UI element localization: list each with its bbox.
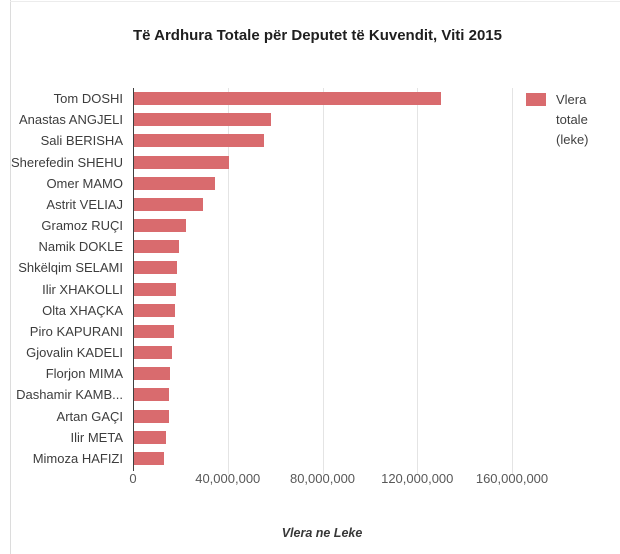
gridline [322,88,324,474]
y-axis-label: Namik DOKLE [38,239,123,255]
y-axis-label: Ilir META [70,429,123,445]
y-axis-label: Dashamir KAMB... [16,387,123,403]
chart-row: Shkëlqim SELAMI [0,257,620,278]
chart-row: Tom DOSHI [0,88,620,109]
chart-row: Olta XHAÇKA [0,300,620,321]
x-tick-label: 120,000,000 [381,471,454,486]
y-axis-label: Mimoza HAFIZI [32,450,123,466]
widget-left-border [10,0,11,554]
y-axis-label: Omer MAMO [46,175,123,191]
chart-row: Sali BERISHA [0,130,620,151]
bar[interactable] [134,451,165,465]
bar[interactable] [134,282,177,296]
x-tick-label: 40,000,000 [195,471,261,486]
bar[interactable] [134,197,203,211]
y-axis-label: Sherefedin SHEHU [11,154,123,170]
gridline [227,88,229,474]
legend-swatch [526,93,546,106]
chart-row: Dashamir KAMB... [0,384,620,405]
bar[interactable] [134,388,170,402]
chart-row: Gramoz RUÇI [0,215,620,236]
bar[interactable] [134,303,175,317]
bar[interactable] [134,134,265,148]
bar[interactable] [134,240,179,254]
y-axis-label: Gjovalin KADELI [26,345,123,360]
bar[interactable] [134,367,171,381]
x-axis-title: Vlera ne Leke [281,526,363,540]
bar[interactable] [134,324,175,338]
widget-top-border [10,1,620,2]
gridline [417,88,419,474]
bar[interactable] [134,92,441,105]
chart-title: Të Ardhura Totale për Deputet të Kuvendi… [133,27,502,44]
x-tick-label: 0 [129,471,137,486]
y-axis-label: Tom DOSHI [53,91,123,106]
chart-row: Ilir XHAKOLLI [0,279,620,300]
y-axis-label: Artan GAÇI [56,408,123,424]
chart-row: Mimoza HAFIZI [0,448,620,469]
y-axis-label: Piro KAPURANI [29,323,123,339]
y-axis-label: Shkëlqim SELAMI [18,260,123,276]
gridline [512,88,513,474]
chart-row: Artan GAÇI [0,406,620,427]
y-axis-line [133,88,134,471]
chart-row: Gjovalin KADELI [0,342,620,363]
chart-row: Piro KAPURANI [0,321,620,342]
bar[interactable] [134,346,172,359]
y-axis-label: Florjon MIMA [45,366,123,382]
y-axis-label: Astrit VELIAJ [46,196,123,212]
x-tick-label: 160,000,000 [475,471,549,486]
x-tick-label: 80,000,000 [289,471,356,486]
bar[interactable] [134,155,229,169]
chart-row: Florjon MIMA [0,363,620,384]
bar[interactable] [134,430,166,444]
bar[interactable] [134,113,272,127]
bar[interactable] [134,409,169,423]
chart-row: Anastas ANGJELI [0,109,620,130]
chart-row: Omer MAMO [0,173,620,194]
y-axis-label: Sali BERISHA [40,133,123,149]
chart-row: Sherefedin SHEHU [0,152,620,173]
x-axis-ticks: 0 40,000,000 80,000,000 120,000,000 160,000,… [0,471,620,487]
chart-row: Ilir META [0,427,620,448]
y-axis-label: Olta XHAÇKA [42,302,123,318]
y-axis-label: Ilir XHAKOLLI [42,281,123,297]
bar[interactable] [134,219,187,232]
legend-label: Vlera totale (leke) [556,92,589,147]
chart-row: Namik DOKLE [0,236,620,257]
plot-area: Tom DOSHI Anastas ANGJELI Sali BERISHA Sher… [0,88,620,474]
chart-row: Astrit VELIAJ [0,194,620,215]
bar[interactable] [134,261,178,275]
y-axis-label: Anastas ANGJELI [18,112,123,128]
bar[interactable] [134,176,215,190]
y-axis-label: Gramoz RUÇI [41,218,123,233]
